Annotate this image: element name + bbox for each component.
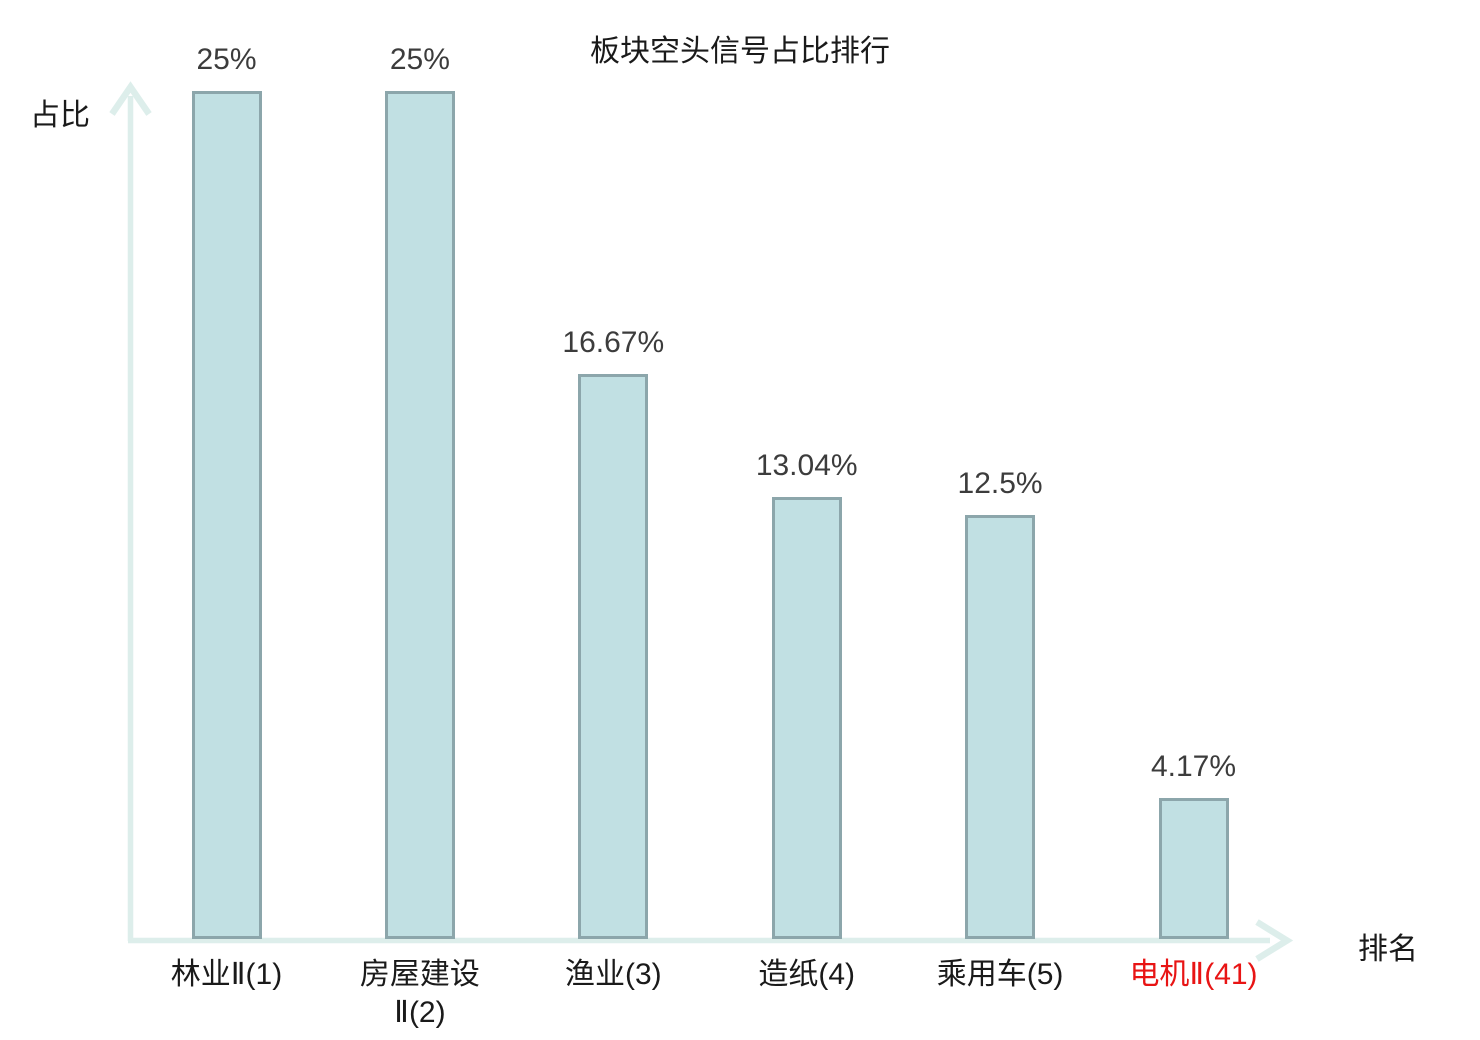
bar — [578, 374, 649, 939]
category-label: 房屋建设 Ⅱ(2) — [359, 958, 480, 1029]
chart-title: 板块空头信号占比排行 — [590, 35, 890, 68]
x-axis-arrow-icon — [1255, 919, 1294, 962]
bar-value-label: 25% — [389, 43, 450, 76]
category-label: 林业Ⅱ(1) — [170, 958, 283, 991]
category-label: 渔业(3) — [564, 958, 662, 991]
bar — [1158, 798, 1229, 939]
bar — [965, 515, 1036, 939]
x-axis-label: 排名 — [1358, 933, 1418, 966]
bar — [191, 91, 262, 939]
y-axis-arrow-icon — [109, 81, 152, 116]
bar-value-label: 4.17% — [1150, 750, 1237, 783]
category-label: 造纸(4) — [758, 958, 856, 991]
y-axis-label: 占比 — [30, 99, 90, 132]
bar-value-label: 25% — [196, 43, 257, 76]
bar — [384, 91, 455, 939]
bar — [771, 497, 842, 939]
category-label-highlight: 电机Ⅱ(41) — [1129, 958, 1258, 991]
category-label: 乘用车(5) — [936, 958, 1064, 991]
bar-value-label: 12.5% — [957, 467, 1043, 500]
bar-value-label: 13.04% — [755, 449, 858, 482]
bar-value-label: 16.67% — [562, 326, 665, 359]
